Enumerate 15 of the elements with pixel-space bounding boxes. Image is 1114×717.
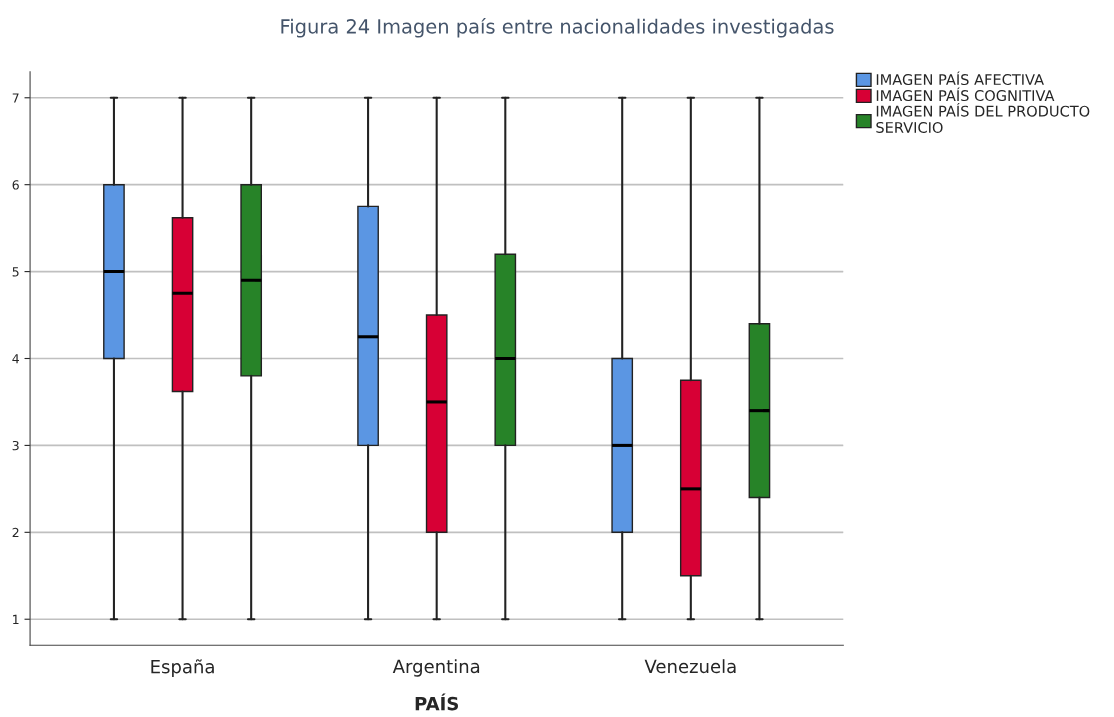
y-tick-label: 7: [12, 93, 19, 103]
y-tick-label: 1: [13, 614, 19, 624]
x-tick-label: Argentina: [392, 659, 480, 677]
y-tick-label: 4: [12, 354, 19, 364]
legend-label: IMAGEN PAÍS AFECTIVA: [876, 71, 1044, 86]
chart-title: Figura 24 Imagen país entre nacionalidades investigadas: [281, 17, 834, 38]
legend-label: IMAGEN PAÍS DEL PRODUCTO SERVICIO: [876, 102, 1090, 133]
x-tick-label: Venezuela: [644, 659, 736, 674]
legend-label: IMAGEN PAÍS COGNITIVA: [876, 87, 1055, 102]
y-tick-label: 5: [12, 267, 19, 277]
y-tick-label: 3: [12, 440, 19, 451]
x-axis-title: PAÍS: [415, 693, 459, 711]
y-tick-label: 2: [12, 527, 19, 538]
y-tick-label: 6: [12, 180, 19, 190]
x-tick-label: España: [151, 659, 214, 677]
